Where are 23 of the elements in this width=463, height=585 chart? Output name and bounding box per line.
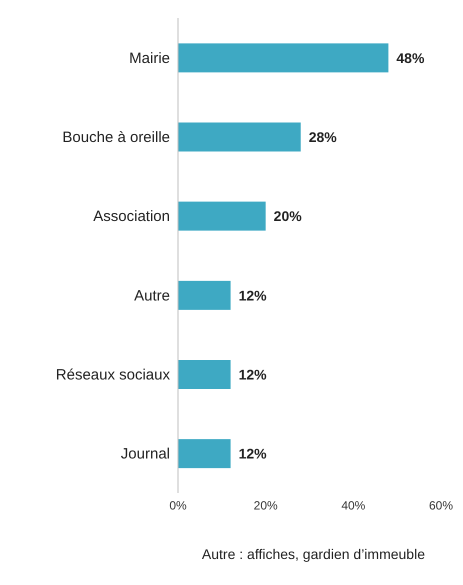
bar [178, 43, 388, 72]
data-label: 20% [274, 208, 302, 224]
y-tick-label: Réseaux sociaux [56, 366, 170, 384]
x-tick-label: 60% [428, 498, 454, 513]
y-tick-label: Association [93, 208, 170, 226]
y-tick-label: Bouche à oreille [62, 129, 170, 146]
y-tick-label: Journal [120, 446, 170, 463]
bar [178, 280, 231, 310]
data-label: 28% [308, 128, 338, 145]
bar [178, 122, 301, 152]
text: Autre : affiches, gardien d’immeuble [200, 546, 426, 562]
data-label: 48% [396, 50, 425, 66]
bar [178, 202, 266, 231]
y-tick-label: Autre [134, 287, 170, 304]
x-tick-label: 40% [341, 498, 366, 513]
x-tick-label: 0% [169, 498, 187, 513]
data-label: 12% [238, 366, 268, 382]
bar [178, 439, 231, 468]
x-tick-label: 20% [254, 498, 278, 513]
bar [178, 360, 231, 389]
data-label: 12% [238, 446, 268, 462]
y-tick-label: Mairie [129, 50, 170, 67]
data-label: 12% [238, 287, 268, 304]
